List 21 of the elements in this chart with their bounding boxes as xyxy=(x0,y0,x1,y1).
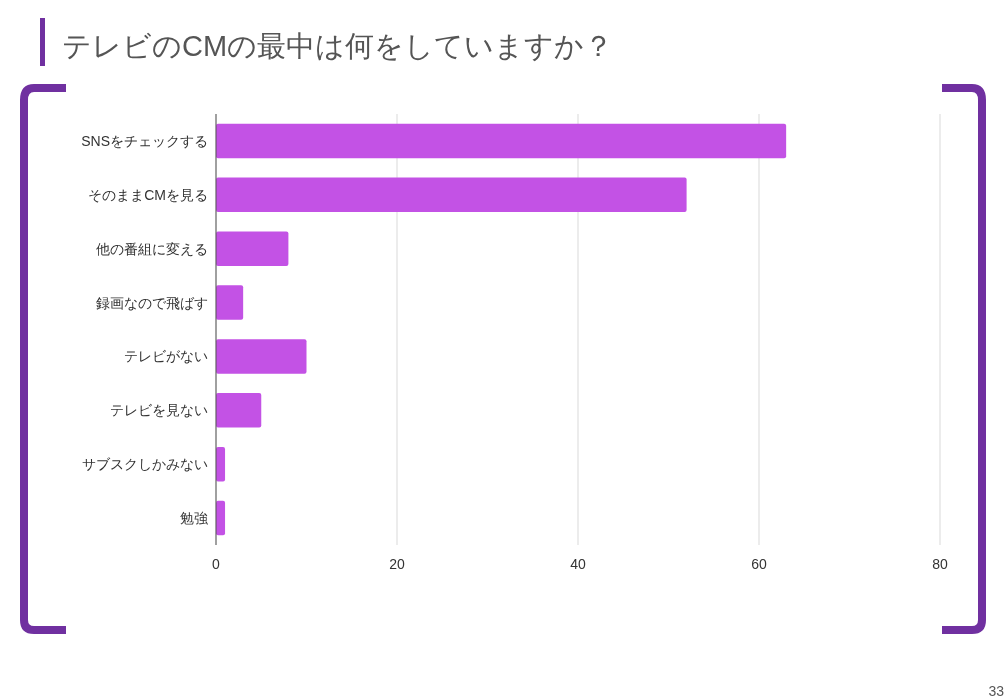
y-tick-label: サブスクしかみない xyxy=(82,456,208,473)
y-tick-label: 他の番組に変える xyxy=(96,240,208,257)
x-tick-label: 20 xyxy=(389,556,405,572)
x-tick-label: 80 xyxy=(932,556,948,572)
x-tick-label: 60 xyxy=(751,556,767,572)
x-tick-label: 40 xyxy=(570,556,586,572)
y-tick-label: そのままCMを見る xyxy=(88,186,208,203)
bar xyxy=(216,177,687,213)
chart-title: テレビのCMの最中は何をしていますか？ xyxy=(62,30,614,62)
bar xyxy=(216,393,262,428)
text: 33 xyxy=(988,683,1005,699)
bar xyxy=(216,231,289,266)
bar xyxy=(216,339,307,374)
y-tick-label: 勉強 xyxy=(180,510,208,527)
bar xyxy=(216,123,787,159)
y-tick-label: テレビを見ない xyxy=(110,402,208,419)
y-tick-label: テレビがない xyxy=(124,348,208,365)
x-tick-label: 0 xyxy=(212,556,221,572)
y-tick-label: 録画なので飛ばす xyxy=(96,294,208,311)
bar xyxy=(216,285,244,320)
y-tick-label: SNSをチェックする xyxy=(81,132,208,149)
